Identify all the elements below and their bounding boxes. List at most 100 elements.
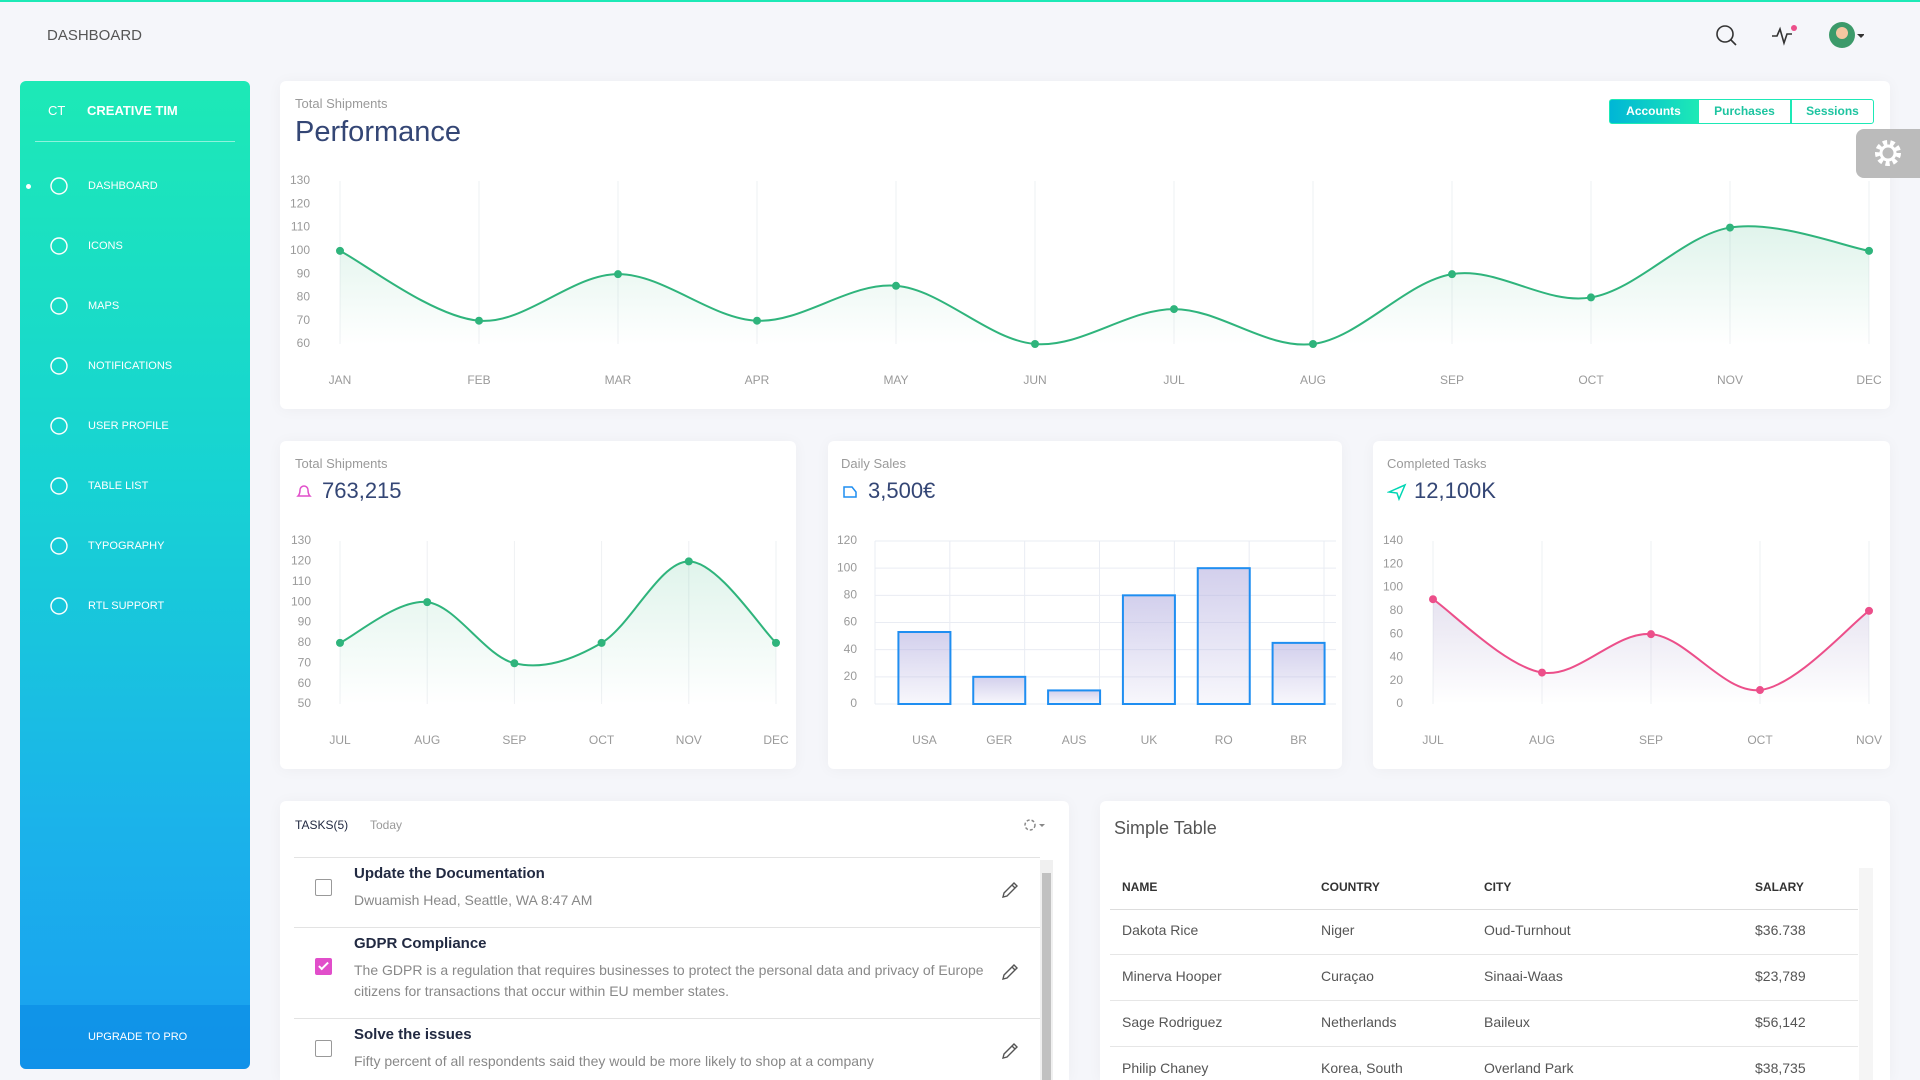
table-cell: Baileux: [1484, 1014, 1530, 1030]
avatar-caret: [1857, 34, 1864, 38]
logo-text[interactable]: CREATIVE TIM: [87, 103, 178, 118]
card-subtitle: Total Shipments: [295, 96, 388, 111]
task-list: Update the Documentation Dwuamish Head, S…: [294, 857, 1040, 1080]
shipments-card: Total Shipments 763,215: [280, 441, 796, 769]
row-line: [1110, 954, 1858, 955]
gear-icon: [1875, 140, 1901, 166]
menu-item[interactable]: TABLE LIST: [20, 456, 250, 516]
table-cell: Minerva Hooper: [1122, 968, 1222, 984]
logo-short[interactable]: CT: [48, 103, 66, 118]
menu-label: TABLE LIST: [88, 480, 149, 492]
tasks-settings[interactable]: [1022, 816, 1052, 834]
logo-divider: [35, 141, 235, 142]
scrollbar-thumb[interactable]: [1042, 873, 1051, 1080]
task-title: Solve the issues: [354, 1026, 472, 1043]
task-row: Update the Documentation Dwuamish Head, S…: [294, 857, 1040, 927]
upgrade-bg[interactable]: [20, 1005, 250, 1069]
tasks-chart-card: Completed Tasks 12,100K: [1373, 441, 1890, 769]
menu-icon: [50, 597, 68, 615]
checkbox[interactable]: [315, 1040, 332, 1057]
gear: [1024, 819, 1036, 831]
menu-icon: [50, 297, 68, 315]
settings-button[interactable]: [1856, 129, 1920, 178]
card-subtitle: Daily Sales: [841, 456, 907, 471]
pencil: [1002, 882, 1018, 898]
table-cell: $36.738: [1755, 922, 1806, 938]
tasks-card: TASKS(5) Today Update the Documentation D…: [280, 801, 1069, 1080]
card-title: Performance: [295, 116, 462, 148]
activity-icon[interactable]: [1772, 26, 1792, 46]
top-line: [0, 0, 1920, 2]
bell-icon: [296, 485, 312, 497]
sales-card: Daily Sales 3,500€: [828, 441, 1342, 769]
search-icon[interactable]: [1716, 25, 1734, 43]
caret: [1039, 824, 1045, 827]
menu-item[interactable]: TYPOGRAPHY: [20, 516, 250, 576]
edit-icon[interactable]: [1000, 962, 1020, 982]
icon-shape: [50, 417, 68, 435]
sidebar: CT CREATIVE TIM UPGRADE TO PRO DASHBOARD…: [20, 81, 250, 1069]
checkbox[interactable]: [315, 879, 332, 896]
menu-item[interactable]: RTL SUPPORT: [20, 576, 250, 636]
tab-button[interactable]: Sessions: [1791, 99, 1874, 124]
table-cell: Curaçao: [1321, 968, 1374, 984]
check-mark: [318, 959, 329, 971]
task-description: The GDPR is a regulation that requires b…: [354, 962, 984, 999]
row-line: [1110, 1046, 1858, 1047]
menu-item[interactable]: MAPS: [20, 276, 250, 336]
tasks-filter[interactable]: Today: [370, 818, 403, 832]
menu-label: DASHBOARD: [88, 180, 158, 192]
menu-item[interactable]: DASHBOARD: [20, 156, 250, 216]
table-cell: Overland Park: [1484, 1060, 1574, 1076]
icon-shape: [50, 297, 68, 315]
menu-icon: [50, 357, 68, 375]
delivery-icon: [843, 486, 857, 498]
plane: [1387, 483, 1407, 502]
column-header: CITY: [1484, 880, 1512, 894]
card-subtitle: Completed Tasks: [1387, 456, 1487, 471]
tab-button[interactable]: Purchases: [1698, 99, 1791, 124]
table-title: Simple Table: [1114, 818, 1217, 838]
column-header: NAME: [1122, 880, 1158, 894]
edit-icon[interactable]: [1000, 1041, 1020, 1061]
icon-shape: [50, 477, 68, 495]
menu-icon: [50, 477, 68, 495]
menu-icon: [50, 417, 68, 435]
table-cell: $38,735: [1755, 1060, 1806, 1076]
table-cell: Oud-Turnhout: [1484, 922, 1571, 938]
menu-item[interactable]: USER PROFILE: [20, 396, 250, 456]
menu-label: NOTIFICATIONS: [88, 360, 173, 372]
table-cell: Philip Chaney: [1122, 1060, 1209, 1076]
pencil: [1002, 964, 1018, 980]
tab-button[interactable]: Accounts: [1609, 99, 1698, 124]
icon-shape: [50, 237, 68, 255]
avatar-face: [1836, 27, 1848, 39]
menu-item[interactable]: ICONS: [20, 216, 250, 276]
performance-card: Total Shipments Performance Accounts Purc…: [280, 81, 1890, 409]
row-line: [1110, 1000, 1858, 1001]
menu-icon: [50, 537, 68, 555]
table-cell: Sage Rodriguez: [1122, 1014, 1223, 1030]
table-cell: Netherlands: [1321, 1014, 1397, 1030]
edit-icon[interactable]: [1000, 880, 1020, 900]
task-row: GDPR Compliance The GDPR is a regulation …: [294, 927, 1040, 1018]
table-cell: Dakota Rice: [1122, 922, 1199, 938]
header-line: [1110, 909, 1858, 910]
table-cell: $23,789: [1755, 968, 1806, 984]
scrollbar-track: [1859, 868, 1873, 1080]
table-cell: $56,142: [1755, 1014, 1806, 1030]
task-description: Dwuamish Head, Seattle, WA 8:47 AM: [354, 892, 593, 908]
menu-label: TYPOGRAPHY: [88, 540, 165, 552]
bell: [296, 485, 312, 497]
table-card: Simple Table NAME COUNTRY CITY SALARY Dakota…: [1100, 801, 1890, 1080]
gear-teeth: [1875, 140, 1901, 166]
checkbox[interactable]: [315, 958, 332, 975]
menu-item[interactable]: NOTIFICATIONS: [20, 336, 250, 396]
upgrade-label[interactable]: UPGRADE TO PRO: [88, 1031, 188, 1043]
search-handle: [1730, 39, 1737, 46]
table-cell: Niger: [1321, 922, 1355, 938]
menu-icon: [50, 177, 68, 195]
truck: [843, 486, 857, 498]
active-dot: [26, 184, 31, 189]
